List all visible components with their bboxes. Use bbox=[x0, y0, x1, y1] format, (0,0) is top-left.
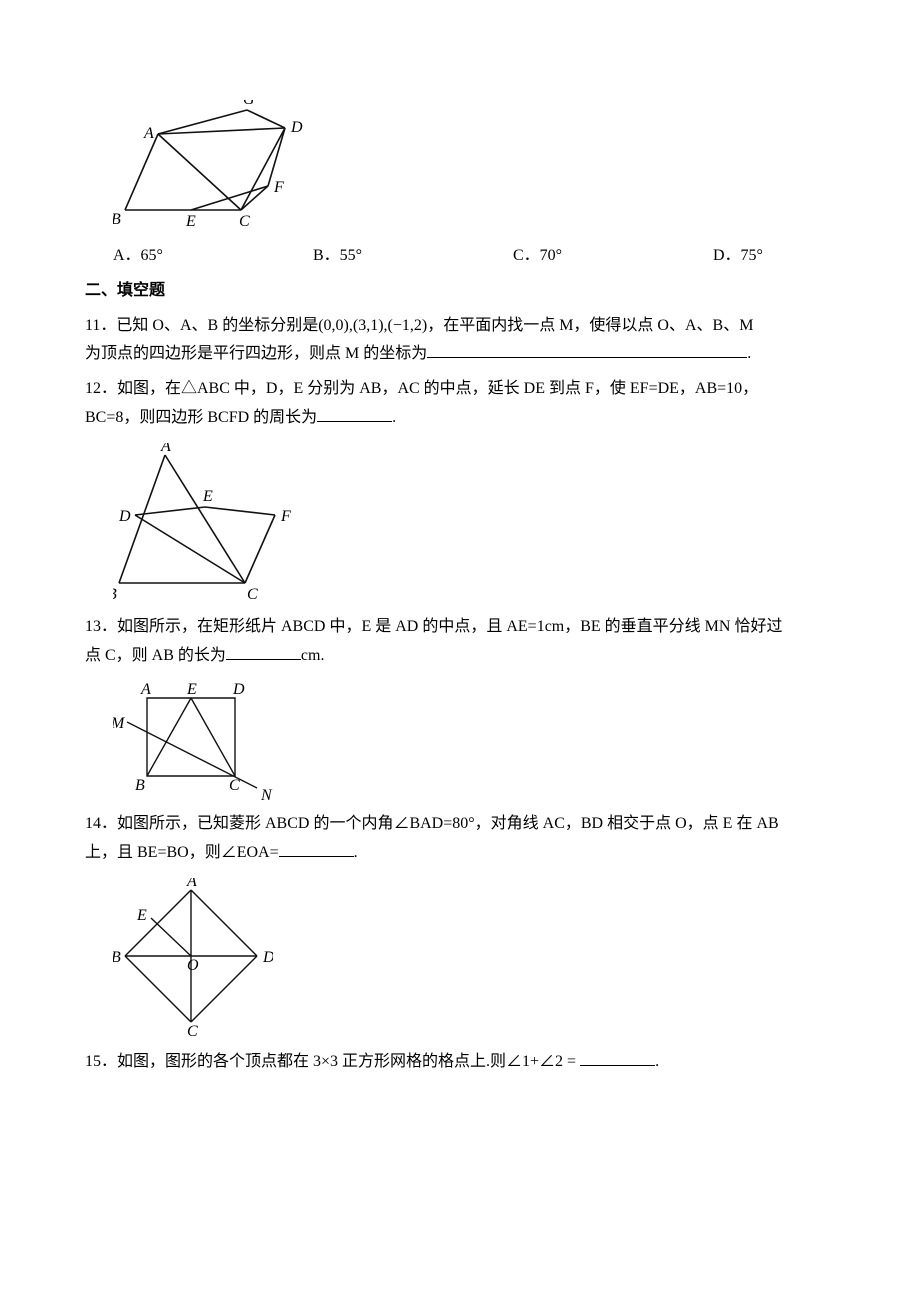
q13-blank[interactable] bbox=[226, 644, 301, 660]
q14-line1: 14．如图所示，已知菱形 ABCD 的一个内角∠BAD=80°，对角线 AC，B… bbox=[85, 810, 835, 839]
q11: 11．已知 O、A、B 的坐标分别是(0,0),(3,1),(−1,2)，在平面… bbox=[85, 312, 835, 370]
svg-text:O: O bbox=[187, 957, 199, 974]
svg-text:D: D bbox=[262, 949, 273, 966]
svg-text:D: D bbox=[232, 681, 245, 698]
q14-figure: A B C D O E bbox=[113, 878, 835, 1038]
svg-text:E: E bbox=[186, 681, 197, 698]
q12-line1: 12．如图，在△ABC 中，D，E 分别为 AB，AC 的中点，延长 DE 到点… bbox=[85, 375, 835, 404]
svg-text:B: B bbox=[113, 211, 121, 228]
svg-text:C: C bbox=[247, 586, 258, 603]
q13: 13．如图所示，在矩形纸片 ABCD 中，E 是 AD 的中点，且 AE=1cm… bbox=[85, 613, 835, 671]
svg-text:E: E bbox=[136, 907, 147, 924]
q12-blank[interactable] bbox=[317, 406, 392, 422]
svg-text:B: B bbox=[113, 949, 121, 966]
q11-tail: . bbox=[747, 345, 751, 362]
q10-options: A．65° B．55° C．70° D．75° bbox=[113, 242, 863, 271]
q10-option-b: B．55° bbox=[313, 242, 513, 271]
svg-text:F: F bbox=[273, 179, 284, 196]
svg-text:C: C bbox=[229, 777, 240, 794]
svg-text:A: A bbox=[143, 125, 154, 142]
svg-text:E: E bbox=[202, 488, 213, 505]
svg-text:C: C bbox=[187, 1023, 198, 1038]
q15: 15．如图，图形的各个顶点都在 3×3 正方形网格的格点上.则∠1+∠2 = . bbox=[85, 1048, 835, 1077]
q11-line2: 为顶点的四边形是平行四边形，则点 M 的坐标为 bbox=[85, 345, 427, 362]
svg-text:G: G bbox=[243, 100, 255, 108]
q13-line2a: 点 C，则 AB 的长为 bbox=[85, 647, 226, 664]
q13-line1: 13．如图所示，在矩形纸片 ABCD 中，E 是 AD 的中点，且 AE=1cm… bbox=[85, 613, 835, 642]
svg-text:B: B bbox=[113, 586, 117, 603]
q12: 12．如图，在△ABC 中，D，E 分别为 AB，AC 的中点，延长 DE 到点… bbox=[85, 375, 835, 433]
q15-line1a: 15．如图，图形的各个顶点都在 3×3 正方形网格的格点上.则 bbox=[85, 1053, 506, 1070]
q10-option-c: C．70° bbox=[513, 242, 713, 271]
q12-line2a: BC=8，则四边形 BCFD 的周长为 bbox=[85, 409, 317, 426]
q12-tail: . bbox=[392, 409, 396, 426]
q11-text-mid: ，在平面内找一点 M，使得以点 O、A、B、M bbox=[427, 317, 753, 334]
svg-text:C: C bbox=[239, 213, 250, 230]
q13-unit: cm. bbox=[301, 647, 325, 664]
svg-text:B: B bbox=[135, 777, 145, 794]
q15-expr: ∠1+∠2 = bbox=[506, 1053, 576, 1070]
svg-text:F: F bbox=[280, 508, 291, 525]
q10-option-d: D．75° bbox=[713, 242, 843, 271]
q10-figure: A G D F B E C bbox=[113, 100, 835, 232]
q11-blank[interactable] bbox=[427, 342, 747, 358]
q14: 14．如图所示，已知菱形 ABCD 的一个内角∠BAD=80°，对角线 AC，B… bbox=[85, 810, 835, 868]
svg-text:A: A bbox=[140, 681, 151, 698]
q14-blank[interactable] bbox=[279, 841, 354, 857]
svg-text:D: D bbox=[118, 508, 131, 525]
q11-text-prefix: 11．已知 O、A、B 的坐标分别是 bbox=[85, 317, 318, 334]
svg-text:M: M bbox=[113, 715, 126, 732]
svg-text:E: E bbox=[185, 213, 196, 230]
q12-figure: A D E F B C bbox=[113, 443, 835, 603]
svg-text:A: A bbox=[160, 443, 171, 455]
section-2-title: 二、填空题 bbox=[85, 277, 835, 306]
q14-line2a: 上，且 BE=BO，则∠EOA= bbox=[85, 844, 279, 861]
svg-text:D: D bbox=[290, 119, 303, 136]
svg-text:N: N bbox=[260, 787, 273, 800]
q15-blank[interactable] bbox=[580, 1050, 655, 1066]
q15-tail: . bbox=[655, 1053, 659, 1070]
q11-coords: (0,0),(3,1),(−1,2) bbox=[318, 317, 427, 334]
svg-text:A: A bbox=[186, 878, 197, 890]
q14-tail: . bbox=[354, 844, 358, 861]
q10-option-a: A．65° bbox=[113, 242, 313, 271]
q13-figure: A E D M B C N bbox=[113, 680, 835, 800]
